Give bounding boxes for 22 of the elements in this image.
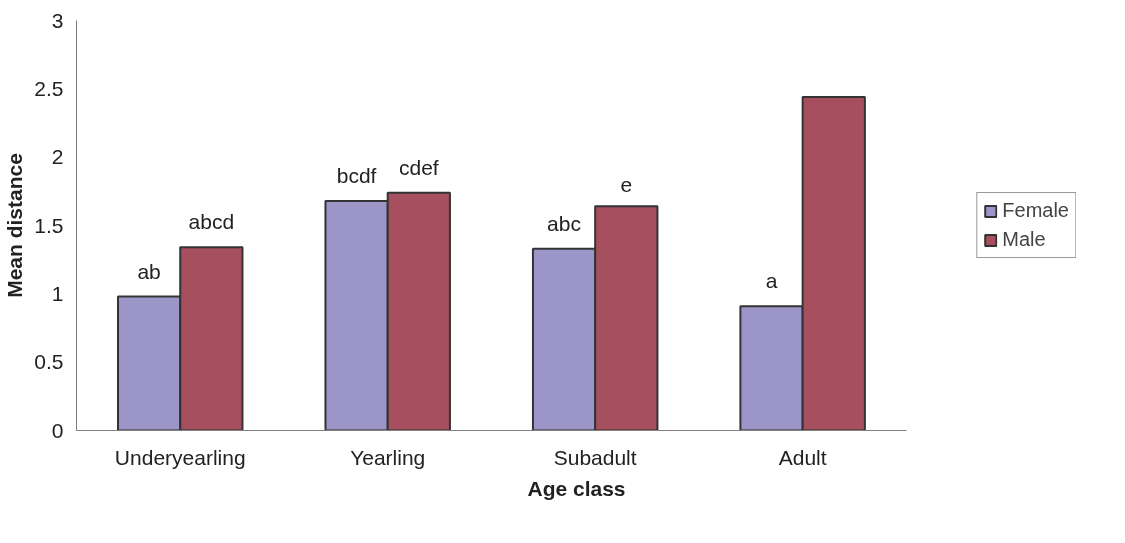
- legend-label: Male: [1002, 228, 1046, 251]
- annotation: ab: [137, 259, 161, 283]
- annotation: e: [620, 173, 633, 197]
- y-tick-label: 2.5: [34, 76, 64, 100]
- x-tick-label: Underyearling: [114, 445, 246, 469]
- annotation: cdef: [398, 155, 439, 179]
- y-tick-label: 3: [51, 8, 64, 32]
- x-axis-title: Age class: [527, 476, 626, 500]
- y-tick-label: 0.5: [34, 350, 64, 374]
- x-tick-label: Subadult: [553, 445, 637, 469]
- y-tick-label: 1: [51, 281, 64, 305]
- y-tick-label: 1.5: [34, 213, 64, 237]
- annotation: abc: [547, 211, 581, 235]
- x-tick-label: Yearling: [350, 445, 426, 469]
- y-tick-label: 0: [51, 418, 64, 442]
- annotation: bcdf: [336, 163, 377, 187]
- x-tick-label: Adult: [778, 445, 827, 469]
- y-tick-label: 2: [51, 145, 64, 169]
- annotation: a: [765, 269, 778, 293]
- annotation: abcd: [188, 210, 235, 234]
- y-axis-title: Mean distance: [3, 153, 27, 298]
- legend-label: Female: [1002, 199, 1069, 222]
